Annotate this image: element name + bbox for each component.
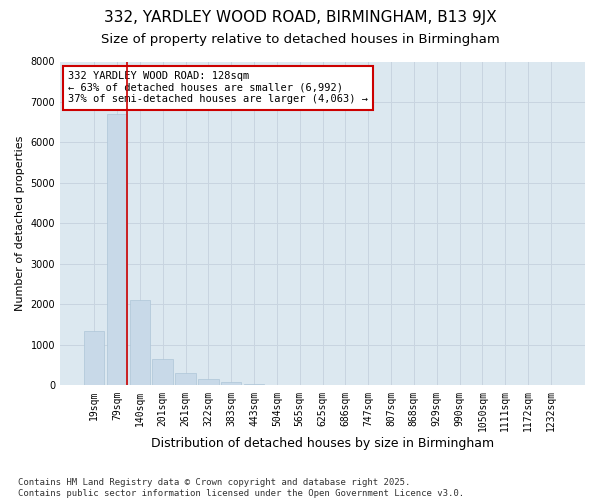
Bar (266, 385, 287, 386)
Text: 332 YARDLEY WOOD ROAD: 128sqm
← 63% of detached houses are smaller (6,992)
37% o: 332 YARDLEY WOOD ROAD: 128sqm ← 63% of d… (68, 71, 368, 104)
Bar (84, 331, 104, 386)
Bar (107, 114, 127, 386)
Bar (244, 384, 264, 386)
Bar (221, 382, 241, 386)
Text: Contains HM Land Registry data © Crown copyright and database right 2025.
Contai: Contains HM Land Registry data © Crown c… (18, 478, 464, 498)
Bar (152, 359, 173, 386)
X-axis label: Distribution of detached houses by size in Birmingham: Distribution of detached houses by size … (151, 437, 494, 450)
Text: 332, YARDLEY WOOD ROAD, BIRMINGHAM, B13 9JX: 332, YARDLEY WOOD ROAD, BIRMINGHAM, B13 … (104, 10, 496, 25)
Y-axis label: Number of detached properties: Number of detached properties (15, 136, 25, 311)
Bar (175, 372, 196, 386)
Bar (198, 380, 218, 386)
Text: Size of property relative to detached houses in Birmingham: Size of property relative to detached ho… (101, 32, 499, 46)
Bar (130, 300, 150, 386)
